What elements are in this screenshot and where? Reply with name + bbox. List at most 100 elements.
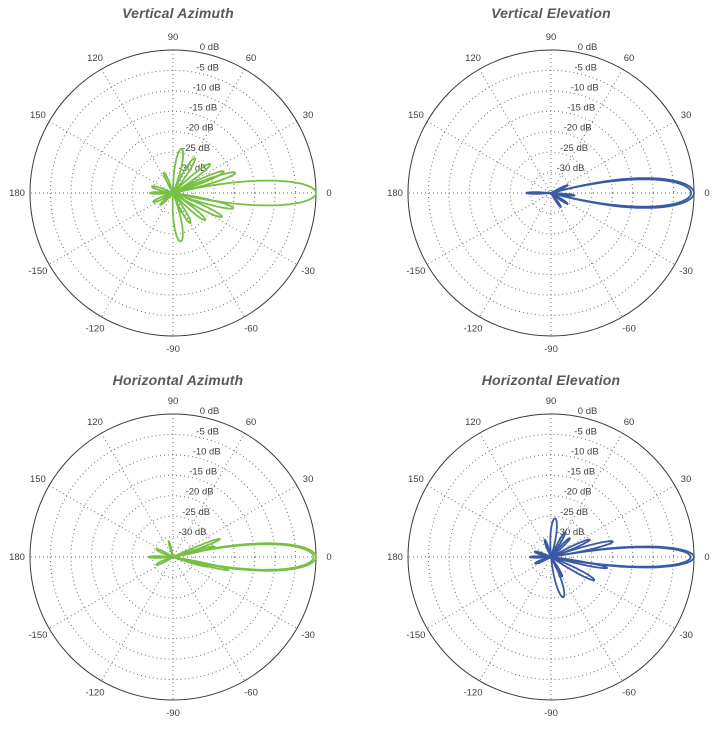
angle-tick-label: -30 — [679, 630, 693, 641]
polar-grid — [407, 49, 695, 337]
angle-tick-label: 180 — [9, 188, 25, 199]
angle-tick-label: 120 — [465, 53, 481, 64]
db-ring — [448, 90, 654, 296]
radial-tick-label: 0 dB — [578, 406, 598, 417]
angle-tick-label: 60 — [246, 417, 257, 428]
radial-tick-label: -15 dB — [189, 467, 217, 478]
db-ring — [131, 151, 215, 235]
db-ring — [448, 454, 654, 660]
angle-tick-label: 0 — [326, 188, 331, 199]
angle-tick-label: -90 — [544, 344, 558, 355]
pattern-lobe — [152, 192, 174, 203]
polar-plot-vertical-azimuth: 90 60 30 0 -30 -60 -90 -120 -150 180 150 120 0 dB -5 … — [9, 32, 332, 355]
pattern-lobe — [172, 148, 184, 194]
pattern-lobe — [550, 184, 569, 194]
polar-grid — [407, 413, 695, 701]
db-ring — [152, 536, 194, 578]
radiation-pattern-trace — [528, 517, 695, 599]
db-ring — [530, 536, 572, 578]
db-ring — [509, 515, 593, 599]
angle-tick-label: 30 — [681, 110, 692, 121]
angle-tick-label: -90 — [166, 344, 180, 355]
pattern-lobe — [155, 548, 174, 558]
pattern-lobe — [172, 170, 225, 194]
pattern-lobe — [172, 192, 207, 222]
chart-title-horizontal-azimuth: Horizontal Azimuth — [112, 372, 244, 388]
angle-tick-label: -60 — [622, 687, 636, 698]
chart-title-vertical-elevation: Vertical Elevation — [491, 5, 611, 21]
pattern-lobe — [550, 192, 569, 205]
angle-tick-label: 90 — [168, 32, 179, 43]
angle-tick-label: -30 — [679, 266, 693, 277]
radial-tick-label: -5 dB — [196, 62, 219, 73]
pattern-lobe — [525, 191, 552, 195]
angle-tick-label: -60 — [622, 323, 636, 334]
pattern-lobe — [167, 540, 174, 558]
angle-tick-label: 0 — [704, 188, 709, 199]
radial-tick-label: -5 dB — [574, 62, 597, 73]
radial-tick-label: -25 dB — [182, 143, 210, 154]
radial-tick-labels: 0 dB -5 dB -10 dB -15 dB -20 dB -25 dB -30 dB — [179, 406, 221, 538]
panel-horizontal-elevation: Horizontal Elevation 90 60 30 0 -30 -60 -90 -12… — [362, 367, 723, 734]
pattern-lobe — [534, 556, 552, 565]
pattern-lobe — [550, 546, 692, 568]
polar-plot-horizontal-azimuth: 90 60 30 0 -30 -60 -90 -120 -150 180 150 120 0 dB -5 … — [9, 396, 332, 719]
angle-tick-label: -30 — [301, 630, 315, 641]
radiation-pattern-trace — [149, 148, 317, 243]
radial-tick-label: -10 dB — [193, 82, 221, 93]
polar-grid — [29, 413, 317, 701]
radial-tick-label: 0 dB — [578, 42, 598, 53]
pattern-lobe — [147, 555, 174, 559]
radial-tick-label: -25 dB — [182, 507, 210, 518]
radial-tick-label: -10 dB — [193, 446, 221, 457]
angle-tick-label: -150 — [406, 630, 425, 641]
pattern-lobe — [149, 191, 174, 195]
pattern-lobe — [172, 157, 196, 194]
pattern-lobe — [550, 556, 596, 582]
radial-tick-label: -15 dB — [189, 103, 217, 114]
pattern-lobe — [533, 550, 552, 558]
pattern-lobe — [172, 537, 221, 558]
angle-tick-label: -120 — [463, 323, 482, 334]
pattern-lobe — [550, 556, 608, 570]
radial-tick-label: -10 dB — [571, 446, 599, 457]
db-ring — [131, 515, 215, 599]
pattern-lobe — [172, 556, 230, 571]
radial-tick-label: -20 dB — [564, 123, 592, 134]
angle-tick-label: -60 — [244, 687, 258, 698]
pattern-lobe — [171, 192, 184, 243]
angle-tick-label: 120 — [87, 417, 103, 428]
angle-tick-label: 30 — [303, 474, 314, 485]
pattern-lobe — [172, 179, 317, 207]
radial-tick-labels: 0 dB -5 dB -10 dB -15 dB -20 dB -25 dB -30 dB — [557, 42, 599, 174]
pattern-lobe — [550, 538, 591, 558]
angle-tick-label: -60 — [244, 323, 258, 334]
angle-tick-labels: 90 60 30 0 -30 -60 -90 -120 -150 180 150 120 — [9, 396, 332, 719]
angle-tick-label: 30 — [681, 474, 692, 485]
angle-tick-label: 120 — [87, 53, 103, 64]
radial-tick-label: -10 dB — [571, 82, 599, 93]
pattern-lobe — [550, 192, 576, 197]
angle-tick-label: 60 — [624, 53, 635, 64]
pattern-lobe — [159, 192, 174, 206]
radial-tick-labels: 0 dB -5 dB -10 dB -15 dB -20 dB -25 dB -30 dB — [179, 42, 221, 174]
angle-tick-label: -150 — [28, 630, 47, 641]
angle-tick-label: -90 — [544, 708, 558, 719]
pattern-lobe — [550, 178, 692, 208]
angle-tick-label: 60 — [246, 53, 257, 64]
panel-horizontal-azimuth: Horizontal Azimuth 90 60 30 0 -30 -60 -90 -120 -… — [0, 367, 361, 734]
db-ring — [70, 90, 276, 296]
angle-tick-label: 90 — [546, 396, 557, 407]
angle-tick-label: 90 — [546, 32, 557, 43]
pattern-lobe — [172, 163, 211, 194]
pattern-lobe — [550, 556, 566, 599]
pattern-lobe — [155, 556, 174, 566]
angle-tick-label: 0 — [326, 552, 331, 563]
angle-tick-label: -90 — [166, 708, 180, 719]
angle-tick-labels: 90 60 30 0 -30 -60 -90 -120 -150 180 150 120 — [387, 32, 710, 355]
pattern-lobe — [550, 540, 614, 558]
angle-tick-label: -120 — [85, 323, 104, 334]
db-ring — [530, 172, 572, 214]
panel-vertical-azimuth: Vertical Azimuth 90 60 30 0 -30 -60 -90 -120 -15… — [0, 0, 361, 367]
